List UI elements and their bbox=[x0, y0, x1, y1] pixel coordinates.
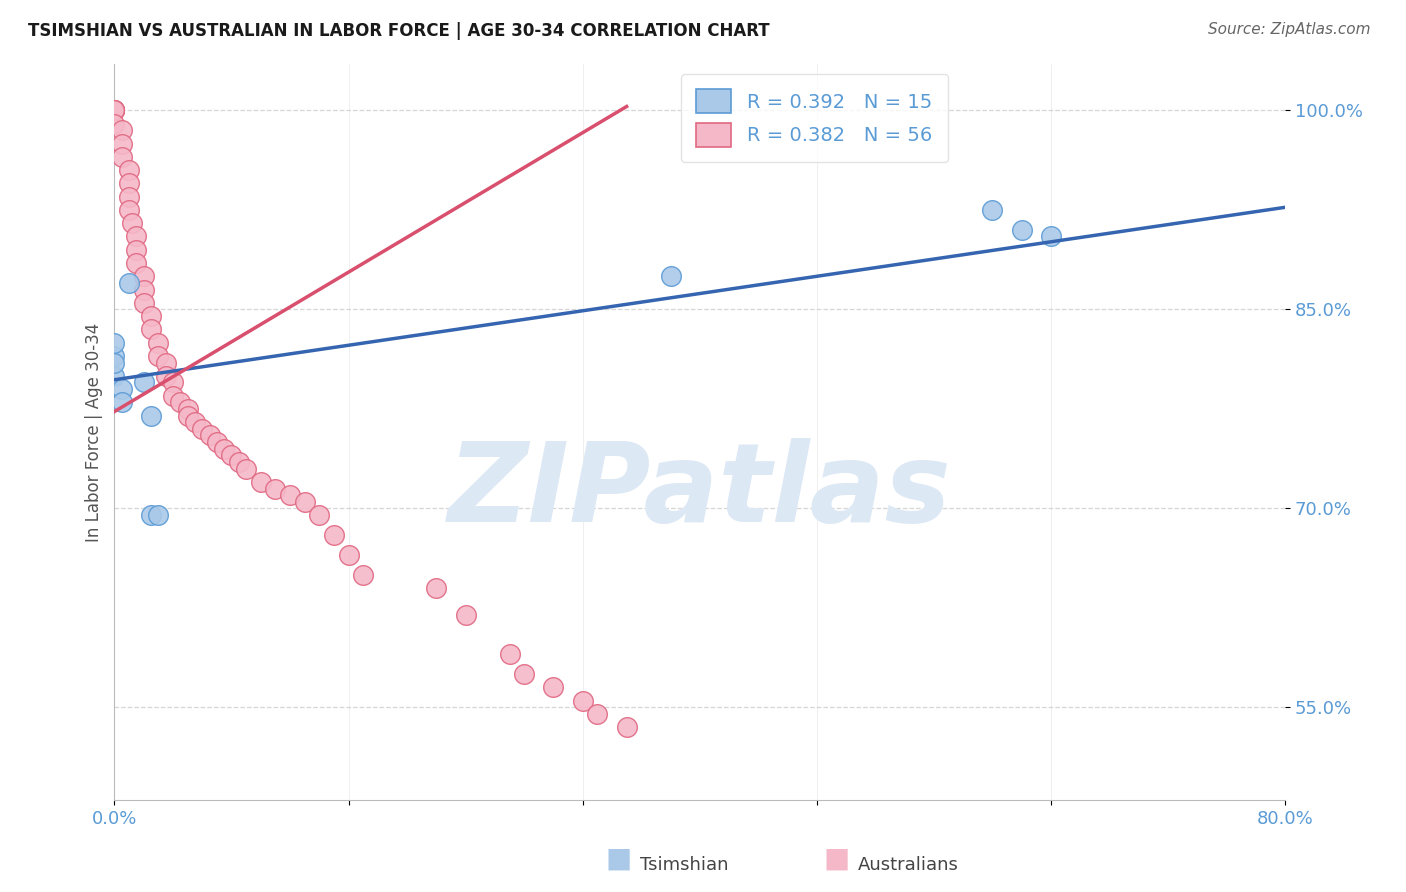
Point bbox=[659, 269, 682, 284]
Point bbox=[148, 349, 170, 363]
Point bbox=[118, 202, 141, 217]
Point bbox=[125, 256, 148, 270]
Point bbox=[221, 448, 243, 462]
Text: ■: ■ bbox=[606, 845, 631, 872]
Point bbox=[148, 508, 170, 522]
Point bbox=[184, 415, 207, 429]
Point bbox=[111, 150, 134, 164]
Point bbox=[103, 103, 125, 118]
Text: TSIMSHIAN VS AUSTRALIAN IN LABOR FORCE | AGE 30-34 CORRELATION CHART: TSIMSHIAN VS AUSTRALIAN IN LABOR FORCE |… bbox=[28, 22, 769, 40]
Point bbox=[111, 395, 134, 409]
Point bbox=[308, 508, 330, 522]
Point bbox=[118, 177, 141, 191]
Point bbox=[264, 482, 287, 496]
Point bbox=[249, 475, 271, 489]
Point bbox=[155, 368, 177, 383]
Point bbox=[162, 376, 184, 390]
Point bbox=[118, 163, 141, 178]
Point bbox=[103, 103, 125, 118]
Point bbox=[118, 190, 141, 204]
Point bbox=[103, 349, 125, 363]
Point bbox=[278, 488, 301, 502]
Point bbox=[148, 335, 170, 350]
Point bbox=[352, 567, 374, 582]
Point bbox=[1040, 229, 1063, 244]
Point bbox=[212, 442, 235, 456]
Text: Australians: Australians bbox=[858, 856, 959, 874]
Legend: R = 0.392   N = 15, R = 0.382   N = 56: R = 0.392 N = 15, R = 0.382 N = 56 bbox=[681, 74, 948, 162]
Point bbox=[176, 409, 198, 423]
Point bbox=[205, 435, 228, 450]
Point bbox=[103, 368, 125, 383]
Point bbox=[132, 269, 155, 284]
Point bbox=[125, 229, 148, 244]
Point bbox=[103, 103, 125, 118]
Point bbox=[191, 422, 214, 436]
Point bbox=[169, 395, 191, 409]
Point bbox=[981, 202, 1004, 217]
Point bbox=[139, 508, 162, 522]
Point bbox=[118, 276, 141, 290]
Point bbox=[235, 461, 257, 475]
Point bbox=[323, 528, 346, 542]
Point bbox=[498, 648, 520, 662]
Point bbox=[543, 681, 565, 695]
Point bbox=[571, 694, 593, 708]
Point bbox=[111, 136, 134, 151]
Point bbox=[162, 389, 184, 403]
Point bbox=[1011, 223, 1033, 237]
Point bbox=[111, 123, 134, 137]
Point bbox=[616, 720, 638, 734]
Text: Tsimshian: Tsimshian bbox=[640, 856, 728, 874]
Point bbox=[454, 607, 477, 622]
Point bbox=[103, 103, 125, 118]
Point bbox=[103, 103, 125, 118]
Text: ■: ■ bbox=[824, 845, 849, 872]
Point bbox=[132, 376, 155, 390]
Point bbox=[139, 409, 162, 423]
Point bbox=[337, 548, 360, 562]
Point bbox=[125, 243, 148, 257]
Point bbox=[513, 667, 536, 681]
Point bbox=[176, 401, 198, 416]
Point bbox=[198, 428, 221, 442]
Point bbox=[139, 322, 162, 336]
Point bbox=[586, 706, 609, 721]
Point bbox=[111, 382, 134, 396]
Text: ZIPatlas: ZIPatlas bbox=[449, 438, 952, 544]
Y-axis label: In Labor Force | Age 30-34: In Labor Force | Age 30-34 bbox=[86, 323, 103, 541]
Point bbox=[139, 309, 162, 323]
Point bbox=[103, 355, 125, 369]
Point bbox=[103, 335, 125, 350]
Point bbox=[121, 216, 143, 230]
Point bbox=[103, 103, 125, 118]
Point bbox=[425, 581, 447, 595]
Point bbox=[294, 495, 316, 509]
Point bbox=[132, 283, 155, 297]
Point bbox=[132, 295, 155, 310]
Text: Source: ZipAtlas.com: Source: ZipAtlas.com bbox=[1208, 22, 1371, 37]
Point bbox=[228, 455, 250, 469]
Point bbox=[103, 117, 125, 131]
Point bbox=[155, 355, 177, 369]
